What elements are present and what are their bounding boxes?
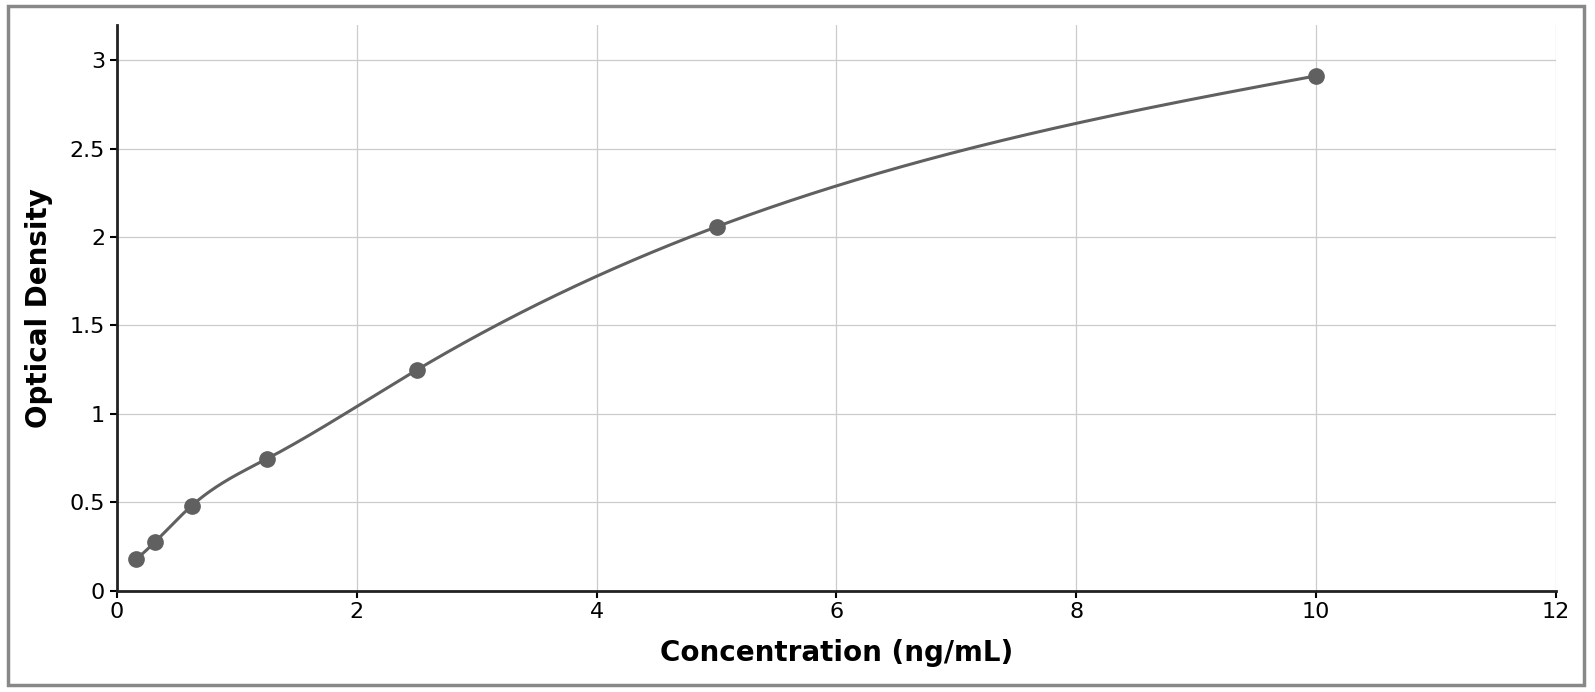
Point [142, 537, 167, 548]
Point [179, 500, 204, 511]
Y-axis label: Optical Density: Optical Density [26, 188, 53, 428]
Point [123, 554, 148, 565]
Point [404, 365, 429, 376]
X-axis label: Concentration (ng/mL): Concentration (ng/mL) [660, 639, 1013, 667]
Point [1303, 71, 1329, 82]
Point [703, 221, 729, 233]
Point [254, 453, 279, 464]
